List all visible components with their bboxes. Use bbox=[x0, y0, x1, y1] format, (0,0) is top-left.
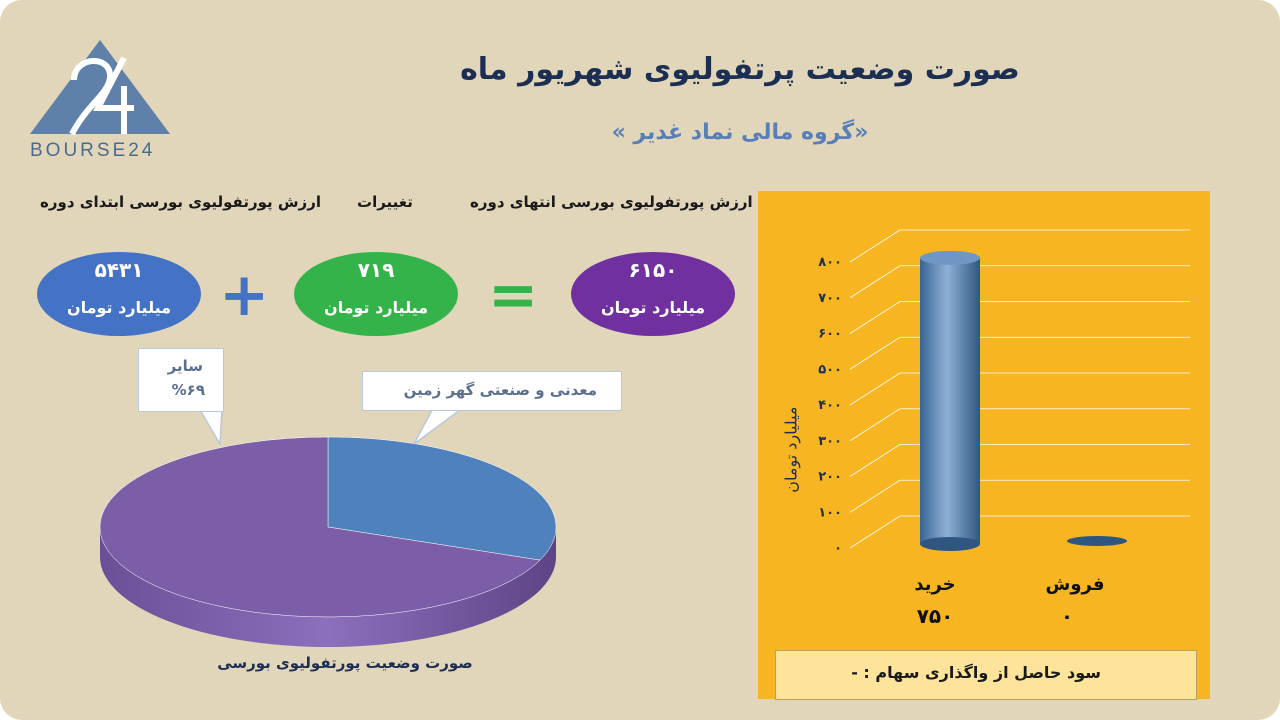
profit-box: سود حاصل از واگذاری سهام : - bbox=[775, 650, 1197, 700]
pie-slice-mining bbox=[327, 436, 557, 561]
bar-y-tick-label: ۱۰۰ bbox=[818, 505, 842, 520]
bar-y-axis-label: میلیارد تومان bbox=[781, 406, 801, 493]
bar-y-tick-label: ۴۰۰ bbox=[818, 398, 842, 413]
pie-slice-other bbox=[99, 436, 541, 618]
logo-text: BOURSE24 bbox=[30, 140, 156, 161]
bar-y-tick-label: ۵۰۰ bbox=[818, 362, 842, 377]
profit-text: سود حاصل از واگذاری سهام : - bbox=[851, 663, 1101, 682]
start-value: ۵۴۳۱ bbox=[94, 258, 144, 282]
page-subtitle: «گروه مالی نماد غدیر » bbox=[611, 120, 869, 145]
callout-mining-label: معدنی و صنعتی گهر زمین bbox=[403, 381, 597, 399]
bar-y-tick-label: ۸۰۰ bbox=[818, 255, 842, 270]
bar-y-tick-label: ۳۰۰ bbox=[818, 434, 842, 449]
pie-side bbox=[100, 527, 556, 647]
bar-y-tick-label: ۲۰۰ bbox=[818, 470, 842, 485]
bar-y-tick-label: ۶۰۰ bbox=[818, 327, 842, 342]
bar-gridline-side bbox=[849, 336, 901, 370]
start-unit: میلیارد تومان bbox=[66, 298, 172, 317]
end-value-oval: ۶۱۵۰ میلیارد تومان bbox=[571, 252, 735, 336]
callout-other-value: %۶۹ bbox=[171, 381, 205, 399]
callout-mining: معدنی و صنعتی گهر زمین bbox=[362, 371, 622, 411]
bar-category-sell: فروش bbox=[1045, 574, 1105, 595]
bar-value-buy: ۷۵۰ bbox=[916, 604, 954, 628]
bar-gridline-side bbox=[849, 301, 901, 334]
page-title: صورت وضعیت پرتفولیوی شهریور ماه bbox=[460, 52, 1020, 87]
bar-gridline-side bbox=[849, 229, 901, 263]
change-value-oval: ۷۱۹ میلیارد تومان bbox=[294, 252, 458, 336]
callout-other: سایر %۶۹ bbox=[138, 348, 224, 412]
pie-caption: صورت وضعیت پورتفولیوی بورسی bbox=[217, 654, 473, 672]
bar-value-sell: ۰ bbox=[1060, 604, 1074, 628]
bar-category-buy: خرید bbox=[914, 574, 956, 595]
bar-base bbox=[920, 537, 980, 551]
bar-gridline-side bbox=[849, 265, 901, 299]
change-value: ۷۱۹ bbox=[357, 258, 395, 282]
bar-y-tick-label: ۷۰۰ bbox=[818, 291, 842, 306]
bar-chart-panel bbox=[758, 191, 1210, 699]
bar-sell bbox=[1067, 536, 1127, 546]
bar-gridline-side bbox=[849, 479, 901, 513]
bar-gridline-side bbox=[849, 408, 901, 442]
end-unit: میلیارد تومان bbox=[600, 298, 706, 317]
bar-y-tick-label: ۰ bbox=[834, 541, 842, 556]
bar-gridline-side bbox=[849, 515, 901, 549]
start-value-header: ارزش پورتفولیوی بورسی ابتدای دوره bbox=[40, 193, 321, 211]
callout-other-name: سایر bbox=[167, 357, 203, 375]
bar-buy bbox=[920, 257, 980, 544]
change-header: تغییرات bbox=[357, 193, 413, 211]
equals-sign: = bbox=[488, 260, 539, 330]
bar-gridline-side bbox=[849, 444, 901, 477]
end-value: ۶۱۵۰ bbox=[628, 258, 678, 282]
end-value-header: ارزش پورتفولیوی بورسی انتهای دوره bbox=[470, 193, 753, 211]
change-unit: میلیارد تومان bbox=[323, 298, 429, 317]
bar-top bbox=[920, 250, 980, 265]
bourse24-logo bbox=[30, 40, 170, 136]
bar-gridline-side bbox=[849, 372, 901, 406]
start-value-oval: ۵۴۳۱ میلیارد تومان bbox=[37, 252, 201, 336]
plus-sign: + bbox=[219, 260, 270, 330]
